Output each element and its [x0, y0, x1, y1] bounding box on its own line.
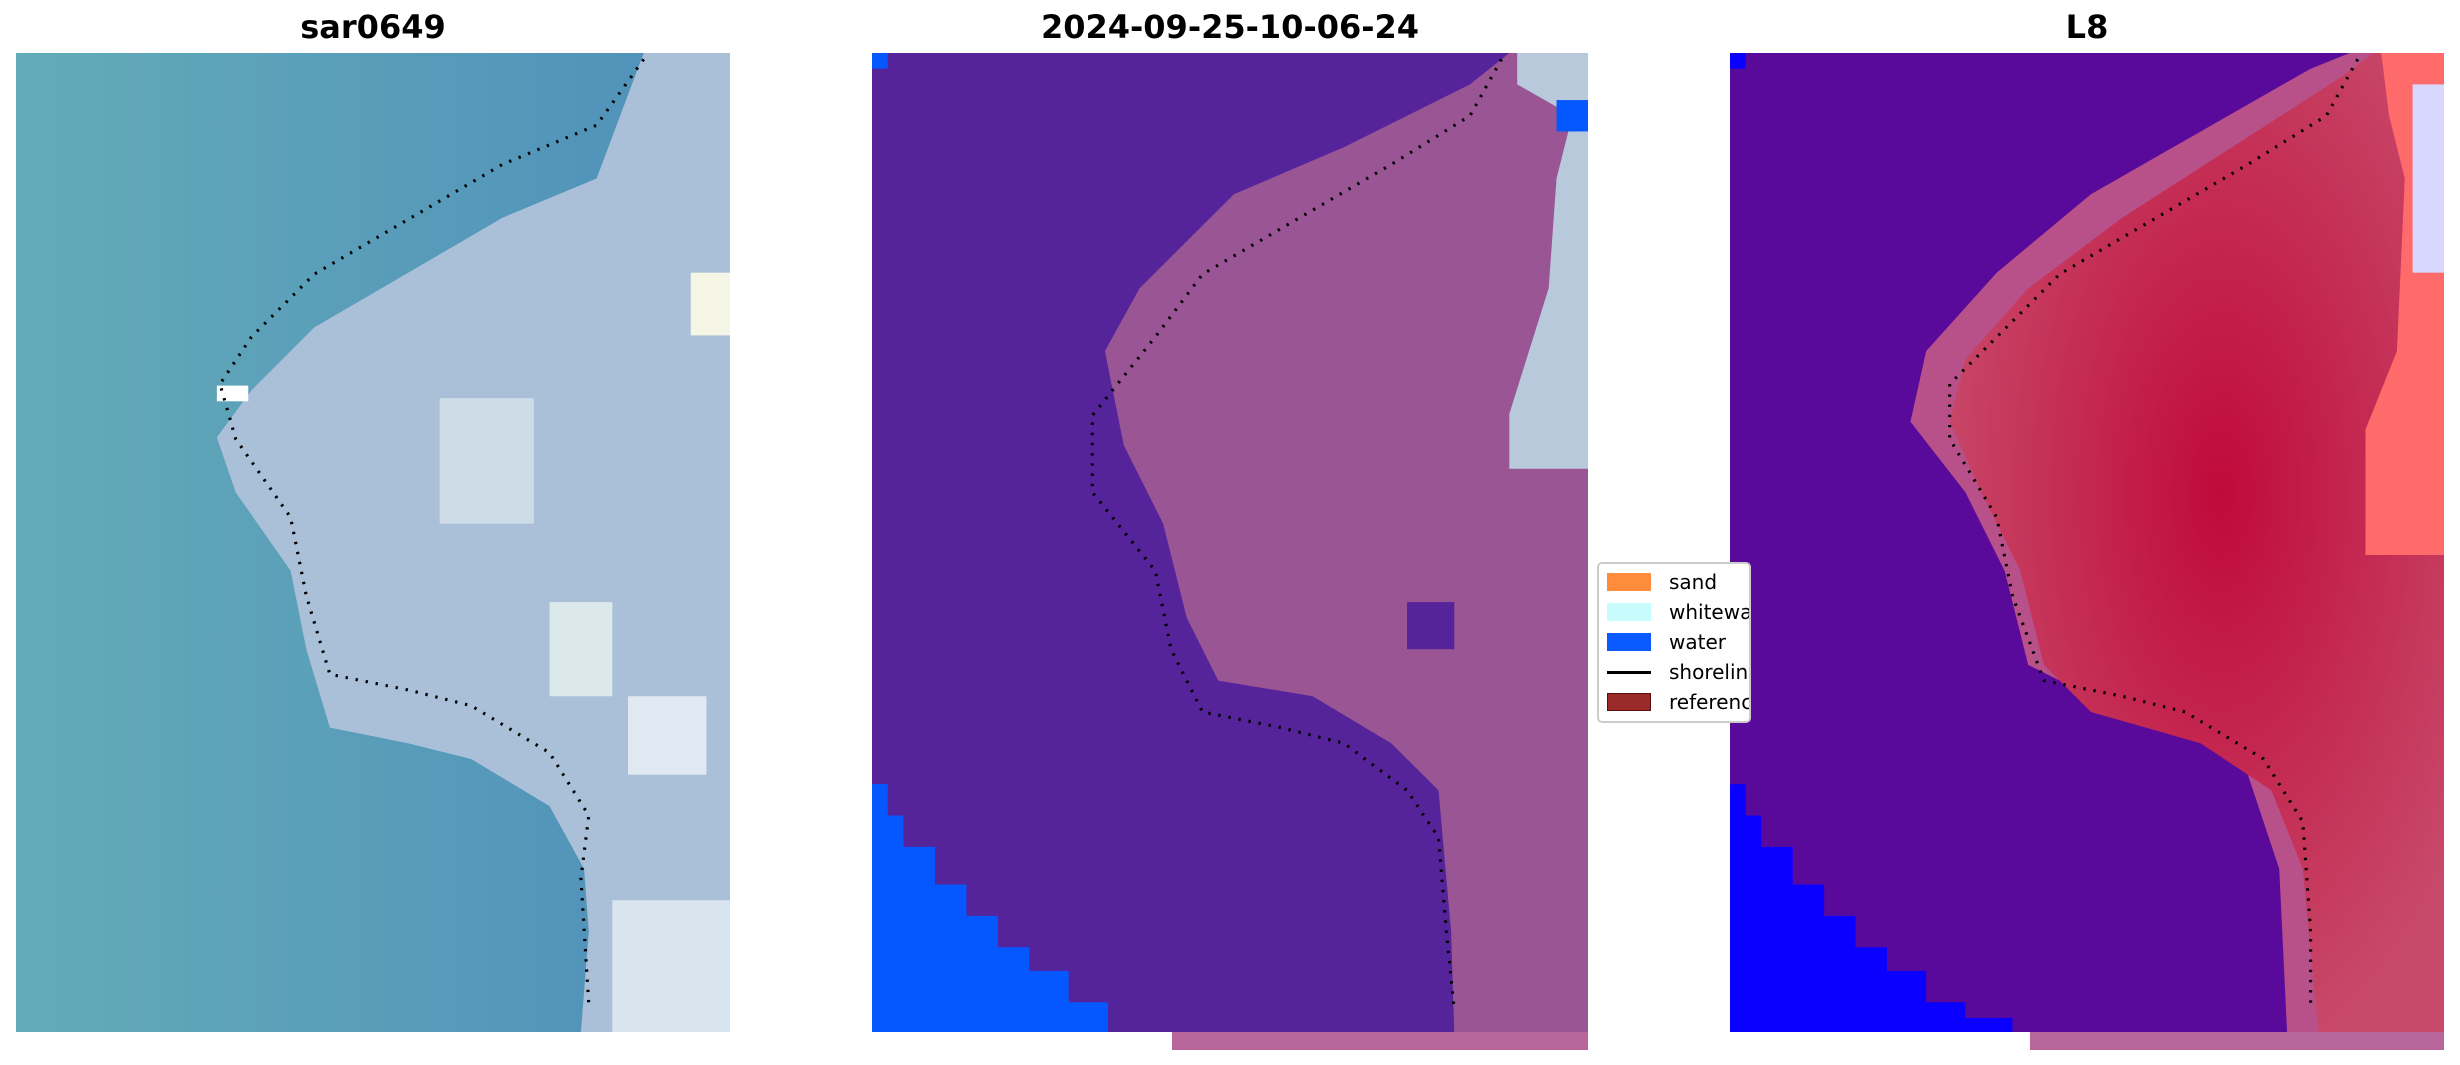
legend-item-water: water — [1607, 628, 1726, 656]
legend-item-reference: reference shoreline — [1607, 688, 1749, 716]
legend-label: water — [1669, 630, 1726, 654]
l8-water-area — [1730, 784, 2013, 1032]
panel-title-2: 2024-09-25-10-06-24 — [1040, 8, 1420, 46]
water-pixel — [1556, 100, 1588, 132]
legend: sand whitewater water shoreline referenc… — [1597, 562, 1751, 723]
legend-item-whitewater: whitewater — [1607, 598, 1751, 626]
land-core — [1949, 53, 2444, 1032]
panel-title-1: sar0649 — [300, 8, 446, 46]
legend-item-sand: sand — [1607, 568, 1717, 596]
water-pixel — [1407, 602, 1455, 650]
land-area — [1104, 53, 1588, 1032]
panel-classified-image — [872, 53, 1588, 1032]
legend-label: sand — [1669, 570, 1718, 594]
legend-label: whitewater — [1669, 600, 1751, 624]
bright-patch — [216, 385, 249, 402]
land-area — [216, 53, 730, 1032]
shoreline — [218, 58, 645, 1004]
water-pixel — [1730, 53, 1746, 69]
panel-sar-image — [16, 53, 730, 1032]
legend-label: reference shoreline — [1669, 690, 1749, 714]
legend-label: shoreline — [1669, 660, 1749, 684]
panel-title-3: L8 — [2065, 8, 2109, 46]
reference-strip — [1172, 1032, 1588, 1050]
bright-patch — [549, 602, 613, 697]
bright-patch — [628, 696, 707, 775]
bright-patch — [439, 398, 534, 524]
bright-patch — [612, 900, 730, 1032]
bright-patch — [690, 272, 730, 336]
whitewater-area — [1509, 53, 1588, 469]
blue-white-area — [2412, 84, 2444, 273]
classified-water-area — [872, 784, 1109, 1032]
legend-item-shoreline: shoreline — [1607, 658, 1749, 686]
water-pixel — [872, 53, 888, 69]
reference-strip — [2030, 1032, 2444, 1050]
shoreline — [1090, 58, 1503, 1011]
panel-l8-image — [1730, 53, 2444, 1032]
